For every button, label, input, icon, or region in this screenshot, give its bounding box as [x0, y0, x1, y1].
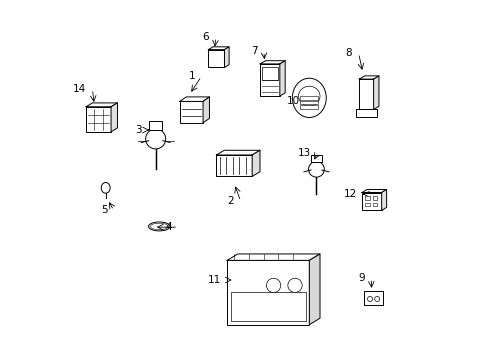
Polygon shape — [252, 150, 260, 176]
Bar — [227, 260, 309, 325]
Bar — [366, 203, 370, 206]
Bar — [262, 67, 278, 80]
Ellipse shape — [293, 78, 326, 117]
Polygon shape — [86, 103, 118, 107]
Bar — [362, 193, 382, 210]
Text: 13: 13 — [298, 148, 311, 158]
Polygon shape — [180, 97, 209, 102]
Circle shape — [309, 161, 324, 177]
Text: 8: 8 — [345, 48, 352, 58]
Text: 1: 1 — [188, 71, 195, 81]
Bar — [208, 50, 224, 67]
Polygon shape — [217, 150, 260, 155]
Polygon shape — [280, 61, 285, 96]
Circle shape — [368, 296, 372, 301]
Circle shape — [267, 278, 281, 293]
Ellipse shape — [298, 86, 320, 106]
Bar — [372, 196, 377, 200]
Text: 14: 14 — [73, 84, 86, 94]
Text: 4: 4 — [165, 222, 172, 232]
Bar — [260, 64, 280, 96]
Bar — [300, 105, 318, 109]
Text: 10: 10 — [287, 96, 300, 107]
Bar — [231, 292, 306, 321]
Bar — [149, 121, 162, 130]
Text: 7: 7 — [251, 46, 258, 57]
Bar — [364, 291, 383, 305]
Text: 5: 5 — [101, 205, 107, 215]
Text: 11: 11 — [207, 275, 220, 285]
Text: 2: 2 — [228, 197, 234, 206]
Circle shape — [146, 129, 166, 149]
Bar — [359, 79, 373, 109]
Bar — [300, 96, 318, 100]
Bar — [180, 102, 203, 123]
Circle shape — [375, 296, 380, 301]
Polygon shape — [208, 47, 229, 50]
Text: 6: 6 — [203, 32, 209, 42]
Text: 12: 12 — [344, 189, 358, 199]
Bar — [217, 155, 252, 176]
Polygon shape — [359, 76, 379, 79]
Polygon shape — [111, 103, 118, 132]
Ellipse shape — [101, 183, 110, 193]
Bar — [86, 107, 111, 132]
Polygon shape — [260, 61, 285, 64]
Polygon shape — [382, 189, 387, 210]
Polygon shape — [362, 189, 387, 193]
Circle shape — [288, 278, 302, 293]
Polygon shape — [309, 254, 320, 325]
Polygon shape — [373, 76, 379, 109]
Ellipse shape — [150, 223, 168, 230]
Bar — [372, 203, 377, 206]
Bar — [356, 109, 377, 117]
Bar — [311, 155, 322, 162]
Polygon shape — [224, 47, 229, 67]
Text: 3: 3 — [135, 125, 142, 135]
Polygon shape — [203, 97, 209, 123]
Bar — [366, 196, 370, 200]
Text: 9: 9 — [358, 273, 365, 283]
Bar — [300, 101, 318, 104]
Polygon shape — [227, 254, 320, 260]
Ellipse shape — [148, 222, 170, 231]
